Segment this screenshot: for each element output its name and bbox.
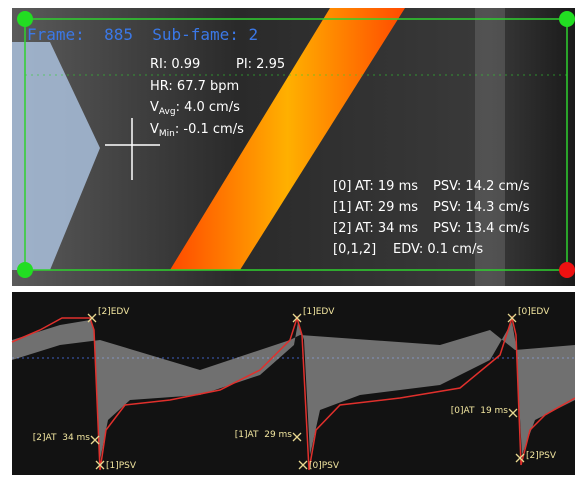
edv-value: EDV: 0.1 cm/s	[393, 242, 483, 257]
marker-label: [0]AT 19 ms	[451, 406, 509, 416]
marker-label: [0]EDV	[518, 307, 550, 317]
index: [0]	[333, 179, 351, 194]
marker-label: [1]PSV	[106, 461, 137, 471]
psv: PSV: 14.3 cm/s	[433, 200, 530, 215]
marker-label: [1]EDV	[303, 307, 335, 317]
at: AT: 19 ms	[355, 179, 418, 194]
value: : 4.0 cm/s	[176, 100, 241, 115]
ri: RI: 0.99	[150, 57, 200, 72]
frame-label: Frame: 885 Sub-fame: 2	[27, 25, 258, 44]
index: [1]	[333, 200, 351, 215]
image-panel: Frame: 885 Sub-fame: 2 RI: 0.99 PI: 2.95…	[12, 8, 575, 286]
marker-label: [0]PSV	[309, 461, 340, 471]
value: : -0.1 cm/s	[175, 122, 244, 137]
subscript: Avg	[159, 107, 176, 117]
marker-label: [2]AT 34 ms	[33, 433, 91, 443]
psv: PSV: 14.2 cm/s	[433, 179, 530, 194]
ultrasound-screen: Frame: 885 Sub-fame: 2 RI: 0.99 PI: 2.95…	[0, 0, 575, 480]
marker-label: [2]EDV	[98, 307, 130, 317]
hr: HR: 67.7 bpm	[150, 79, 239, 94]
pi: PI: 2.95	[236, 57, 285, 72]
symbol: V	[150, 100, 159, 115]
symbol: V	[150, 122, 159, 137]
corner-handle[interactable]	[559, 11, 575, 27]
doppler-panel: [2]EDV [2]AT 34 ms [1]PSV [1]EDV [1]AT 29 ms…	[12, 292, 575, 475]
at: AT: 29 ms	[355, 200, 418, 215]
corner-handle[interactable]	[559, 262, 575, 278]
marker-label: [1]AT 29 ms	[235, 430, 293, 440]
edv-label: [0,1,2]	[333, 242, 376, 257]
corner-handle[interactable]	[17, 262, 33, 278]
marker-label: [2]PSV	[526, 451, 557, 461]
subscript: Min	[159, 129, 175, 139]
psv: PSV: 13.4 cm/s	[433, 221, 530, 236]
at: AT: 34 ms	[355, 221, 418, 236]
index: [2]	[333, 221, 351, 236]
